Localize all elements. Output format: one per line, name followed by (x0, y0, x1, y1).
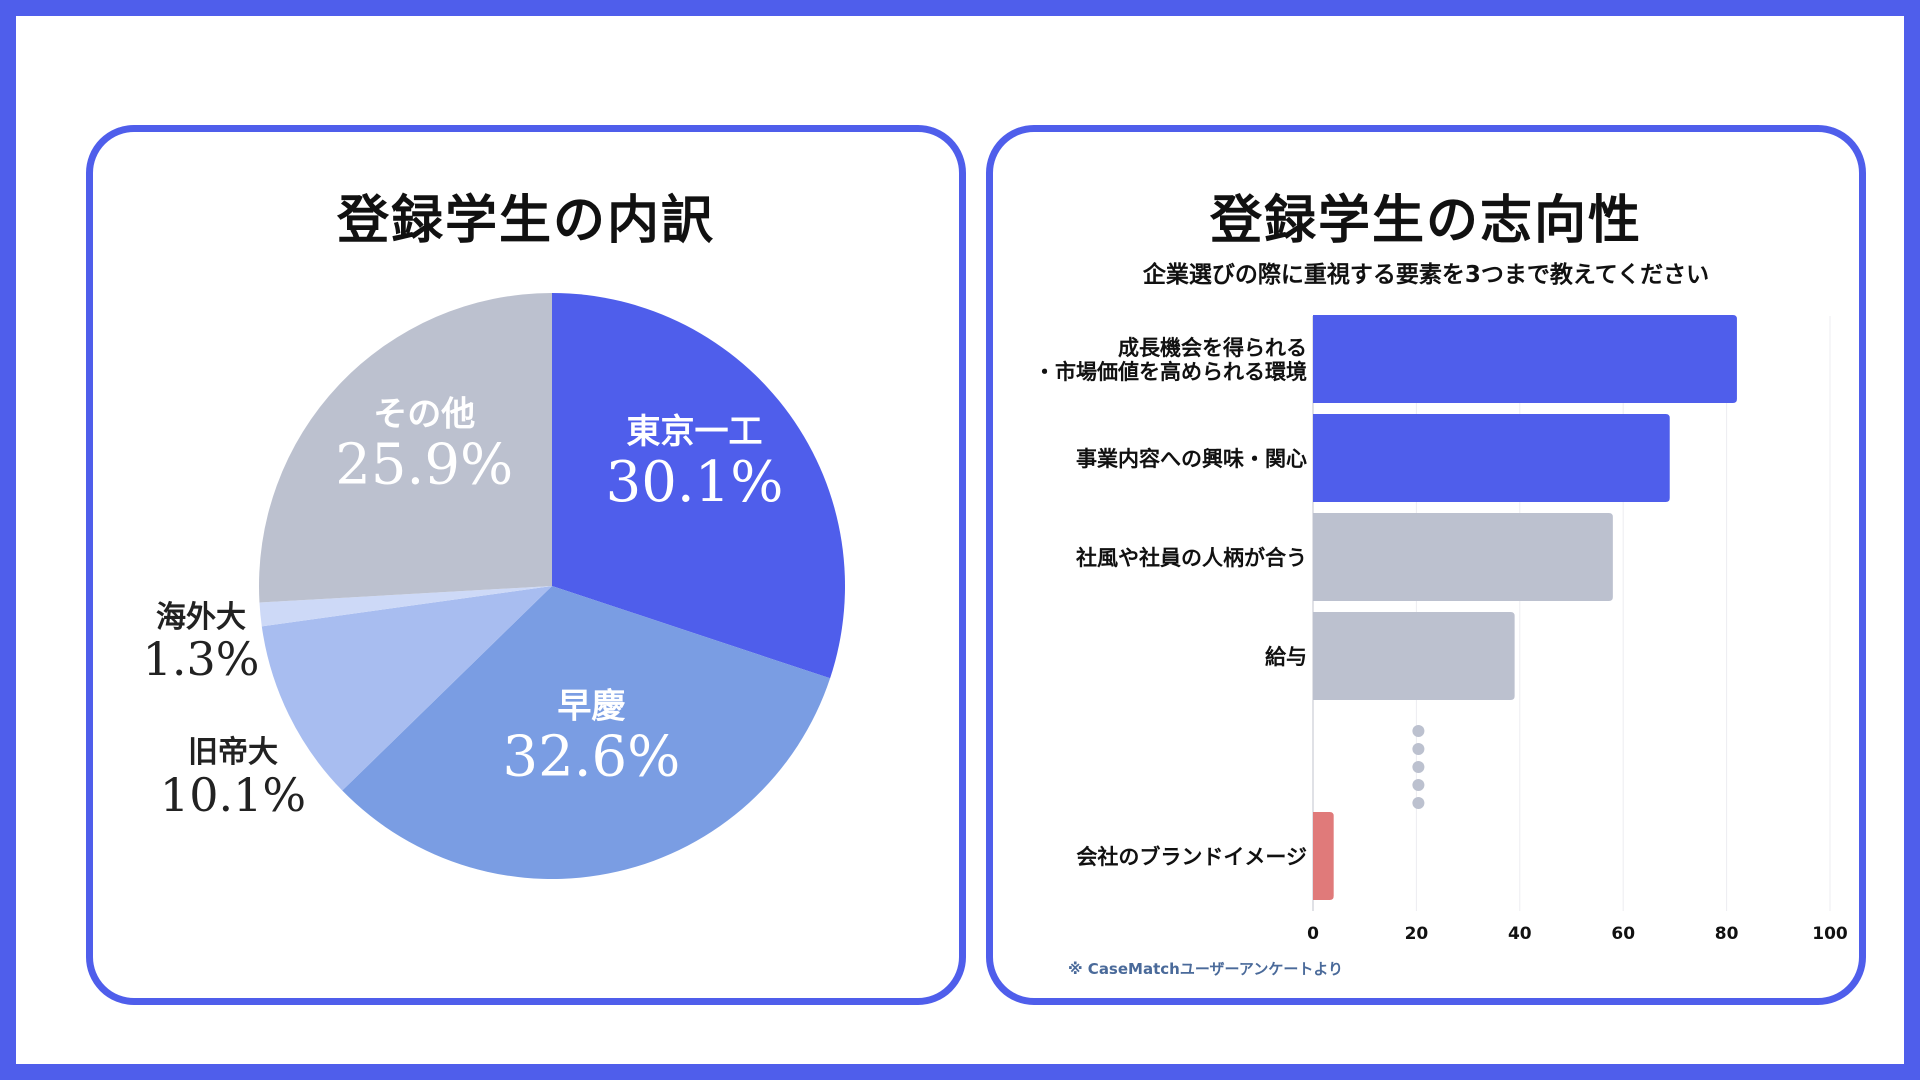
bar (1313, 612, 1515, 700)
bar-category-label: ・市場価値を高められる環境 (1034, 360, 1307, 384)
pie-slice (259, 586, 552, 627)
vertical-dots-icon (1412, 743, 1425, 755)
pie-slice-value: 10.1% (160, 768, 306, 822)
bar-subtitle: 企業選びの際に重視する要素を3つまで教えてください (1142, 262, 1710, 288)
pie-slice-label: 旧帝大 (188, 735, 278, 770)
x-tick-label: 20 (1405, 924, 1429, 944)
pie-slice (552, 293, 846, 679)
bar (1313, 812, 1334, 900)
bar-category-label: 事業内容への興味・関心 (1076, 447, 1307, 471)
pie-slice-label: 東京一工 (627, 412, 763, 452)
pie-slice-value: 32.6% (502, 724, 680, 789)
bar (1313, 513, 1613, 601)
pie-slice-label: 早慶 (557, 686, 625, 726)
pie-slice-label: その他 (373, 394, 475, 434)
pie-slice-value: 30.1% (606, 450, 784, 515)
x-tick-label: 40 (1508, 924, 1532, 944)
x-tick-label: 80 (1715, 924, 1739, 944)
pie-panel: 登録学生の内訳 東京一工 30.1% 早慶 32.6% 旧帝大 10.1% 海外大 1.3% そ… (86, 125, 966, 1005)
pie-slice-label: 海外大 (156, 600, 246, 635)
bar-category-label: 給与 (1265, 645, 1307, 669)
source-note: ※ CaseMatchユーザーアンケートより (1068, 960, 1344, 978)
pie-slice-value: 25.9% (335, 432, 513, 497)
pie-title: 登録学生の内訳 (336, 191, 715, 251)
bar-chart: 0 20 40 60 80 100 成長機会を得られる・市場価値を高められる環境事業内容への… (1034, 315, 1848, 944)
bar (1313, 315, 1737, 403)
bar-title: 登録学生の志向性 (1209, 191, 1642, 251)
vertical-dots-icon (1412, 761, 1425, 773)
vertical-dots-icon (1412, 725, 1425, 737)
bar-category-label: 会社のブランドイメージ (1076, 845, 1307, 869)
x-tick-label: 100 (1812, 924, 1848, 944)
bar-panel: 登録学生の志向性 企業選びの際に重視する要素を3つまで教えてください 0 20 40… (986, 125, 1866, 1005)
pie-slice (261, 586, 552, 791)
x-tick-label: 60 (1611, 924, 1635, 944)
pie-slice (342, 586, 831, 880)
bar-category-label: 成長機会を得られる (1118, 336, 1307, 360)
vertical-dots-icon (1412, 779, 1425, 791)
x-tick-label: 0 (1307, 924, 1319, 944)
slide-canvas: 登録学生の内訳 東京一工 30.1% 早慶 32.6% 旧帝大 10.1% 海外大 1.3% そ… (16, 16, 1904, 1064)
pie-slice-value: 1.3% (143, 632, 260, 686)
bar (1313, 414, 1670, 502)
pie-slice (259, 293, 552, 603)
vertical-dots-icon (1412, 797, 1425, 809)
bar-category-label: 社風や社員の人柄が合う (1075, 546, 1307, 570)
